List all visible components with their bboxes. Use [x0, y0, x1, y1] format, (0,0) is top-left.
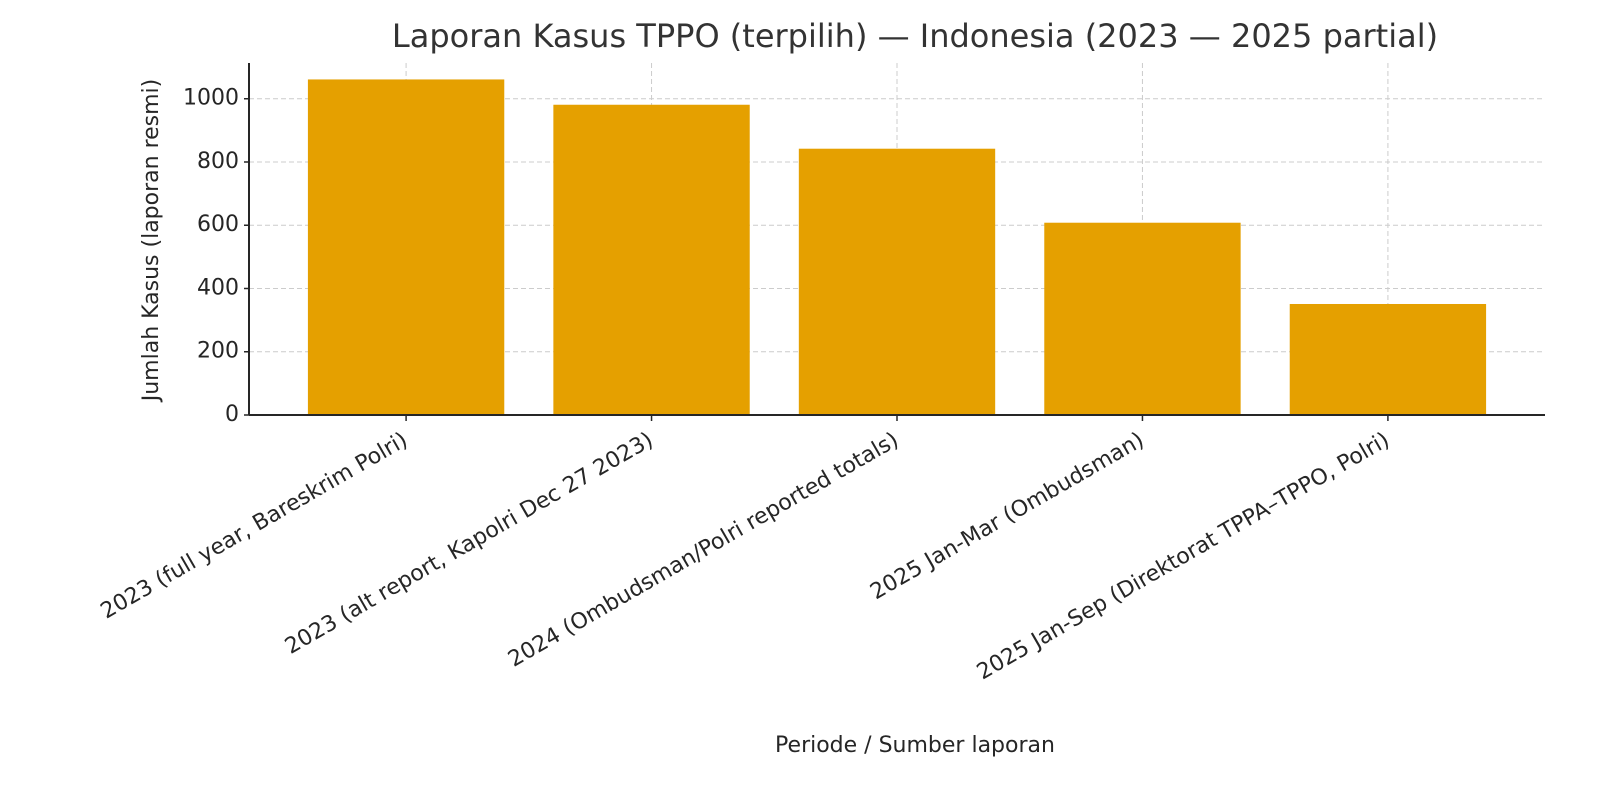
- x-tick-label: 2025 Jan-Sep (Direktorat TPPA–TPPO, Polr…: [973, 428, 1394, 685]
- bar: [553, 104, 750, 415]
- y-tick-label: 600: [197, 212, 239, 237]
- y-axis-label: Jumlah Kasus (laporan resmi): [139, 79, 164, 404]
- y-tick-label: 200: [197, 339, 239, 364]
- y-tick-label: 800: [197, 149, 239, 174]
- y-tick-label: 1000: [183, 86, 239, 111]
- bars: [307, 79, 1487, 415]
- x-tick-label: 2024 (Ombudsman/Polri reported totals): [504, 428, 903, 673]
- bar: [1044, 222, 1241, 415]
- bar: [307, 79, 505, 415]
- chart-title: Laporan Kasus TPPO (terpilih) — Indonesi…: [392, 17, 1438, 55]
- y-tick-label: 0: [225, 402, 239, 427]
- x-tick-label: 2025 Jan-Mar (Ombudsman): [866, 428, 1148, 605]
- bar: [798, 148, 996, 415]
- x-axis-label: Periode / Sumber laporan: [775, 733, 1055, 758]
- bar: [1289, 303, 1487, 415]
- y-tick-label: 400: [197, 275, 239, 300]
